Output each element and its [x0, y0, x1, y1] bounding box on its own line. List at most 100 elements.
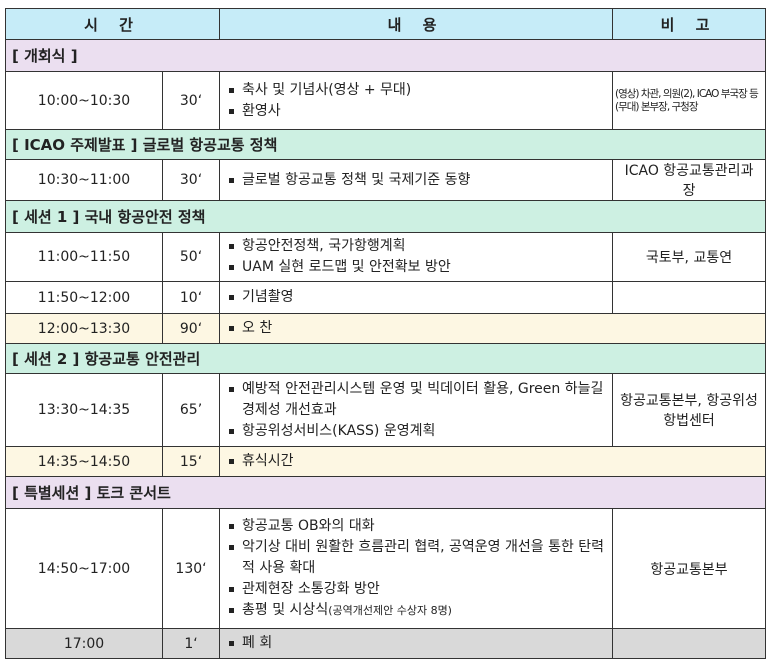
schedule-row: 10:00~10:30 30‘ 축사 및 기념사(영상 + 무대) 환영사 (영상) 차… [5, 71, 767, 130]
content-cell: 글로벌 항공교통 정책 및 국제기준 동향 [219, 159, 614, 201]
header-row: 시 간 내 용 비 고 [4, 8, 767, 40]
section-row: [ 세션 2 ] 항공교통 안전관리 [4, 343, 767, 374]
note-text: ICAO 항공교통관리과장 [624, 163, 754, 199]
time-cell: 11:50~12:00 [5, 281, 163, 314]
content-list: 오 찬 [226, 318, 759, 339]
content-item: 휴식시간 [226, 451, 759, 472]
content-item-text: 항공위성서비스(KASS) 운영계획 [242, 422, 436, 439]
duration-cell: 30‘ [161, 159, 221, 201]
header-content: 내 용 [219, 8, 614, 40]
content-item: 환영사 [226, 101, 606, 122]
content-item: 항공안전정책, 국가항행계획 [226, 236, 606, 257]
schedule-row: 14:35~14:50 15‘ 휴식시간 [5, 446, 767, 477]
content-list: 휴식시간 [226, 451, 759, 472]
content-item: 항공위성서비스(KASS) 운영계획 [226, 421, 606, 442]
duration-cell: 65’ [161, 373, 221, 447]
content-item-text: 환영사 [242, 102, 281, 119]
content-item: 오 찬 [226, 318, 759, 339]
note-cell: 항공교통본부 [612, 508, 767, 629]
content-list: 글로벌 항공교통 정책 및 국제기준 동향 [226, 170, 606, 191]
content-cell: 휴식시간 [219, 446, 767, 477]
note-cell: 국토부, 교통연 [612, 232, 767, 282]
schedule-row: 10:30~11:00 30‘ 글로벌 항공교통 정책 및 국제기준 동향 ICAO … [5, 159, 767, 201]
content-cell: 기념촬영 [219, 281, 614, 314]
schedule-row: 13:30~14:35 65’ 예방적 안전관리시스템 운영 및 빅데이터 활용, … [5, 373, 767, 447]
section-row: [ 특별세션 ] 토크 콘서트 [4, 476, 767, 509]
time-cell: 13:30~14:35 [5, 373, 163, 447]
section-title: [ 특별세션 ] 토크 콘서트 [4, 476, 767, 509]
duration-cell: 30‘ [161, 71, 221, 130]
note-cell [612, 281, 767, 314]
header-time: 시 간 [4, 8, 221, 40]
content-list: 축사 및 기념사(영상 + 무대) 환영사 [226, 80, 606, 122]
duration-cell: 130‘ [161, 508, 221, 629]
time-cell: 17:00 [5, 628, 163, 659]
note-cell: 항공교통본부, 항공위성항법센터 [612, 373, 767, 447]
section-title: [ 세션 1 ] 국내 항공안전 정책 [4, 200, 767, 233]
note-text: (영상) 차관, 의원(2), ICAO 부국장 등 [615, 87, 759, 100]
content-item-text: 항공교통 OB와의 대화 [242, 518, 375, 534]
content-item: 폐 회 [226, 633, 606, 654]
content-item: 관제현장 소통강화 방안 [226, 579, 606, 600]
time-cell: 14:35~14:50 [5, 446, 163, 477]
content-item-text: 예방적 안전관리시스템 운영 및 빅데이터 활용, Green 하늘길 경제성 … [242, 380, 604, 418]
section-row: [ 세션 1 ] 국내 항공안전 정책 [4, 200, 767, 233]
note-text: 항공교통본부 [650, 561, 728, 578]
note-cell [612, 628, 767, 659]
section-title: [ ICAO 주제발표 ] 글로벌 항공교통 정책 [4, 129, 767, 160]
content-item-text: 항공안전정책, 국가항행계획 [242, 238, 406, 254]
schedule-row: 17:00 1‘ 폐 회 [5, 628, 767, 659]
content-item-text: 폐 회 [242, 635, 273, 651]
time-cell: 12:00~13:30 [5, 313, 163, 344]
content-cell: 축사 및 기념사(영상 + 무대) 환영사 [219, 71, 614, 130]
content-item: 총평 및 시상식(공역개선제안 수상자 8명) [226, 600, 606, 621]
duration-cell: 50‘ [161, 232, 221, 282]
duration-cell: 90‘ [161, 313, 221, 344]
note-cell: ICAO 항공교통관리과장 [612, 159, 767, 201]
content-item: UAM 실현 로드맵 및 안전확보 방안 [226, 257, 606, 278]
content-item-text: 오 찬 [242, 320, 273, 336]
header-note: 비 고 [612, 8, 767, 40]
content-item-text: 글로벌 항공교통 정책 및 국제기준 동향 [242, 171, 471, 188]
schedule-row: 14:50~17:00 130‘ 항공교통 OB와의 대화 악기상 대비 원활한 흐름… [5, 508, 767, 629]
note-text: 항공교통본부, 항공위성항법센터 [620, 393, 758, 429]
note-cell: (영상) 차관, 의원(2), ICAO 부국장 등 (무대) 본부장, 구청장 [612, 71, 767, 130]
note-text: 국토부, 교통연 [645, 250, 733, 266]
content-item: 항공교통 OB와의 대화 [226, 516, 606, 537]
schedule-row: 11:50~12:00 10‘ 기념촬영 [5, 281, 767, 314]
section-title: [ 개회식 ] [4, 39, 767, 72]
content-list: 기념촬영 [226, 287, 606, 308]
content-cell: 항공안전정책, 국가항행계획 UAM 실현 로드맵 및 안전확보 방안 [219, 232, 614, 282]
content-item-text: 축사 및 기념사(영상 + 무대) [242, 81, 412, 98]
content-cell: 폐 회 [219, 628, 614, 659]
section-title: [ 세션 2 ] 항공교통 안전관리 [4, 343, 767, 374]
content-item-text: UAM 실현 로드맵 및 안전확보 방안 [242, 259, 451, 275]
time-cell: 10:30~11:00 [5, 159, 163, 201]
section-row: [ ICAO 주제발표 ] 글로벌 항공교통 정책 [4, 129, 767, 160]
content-item: 예방적 안전관리시스템 운영 및 빅데이터 활용, Green 하늘길 경제성 … [226, 379, 606, 421]
content-item-text: 관제현장 소통강화 방안 [242, 581, 380, 597]
content-item-text: 휴식시간 [242, 453, 294, 469]
content-item: 악기상 대비 원활한 흐름관리 협력, 공역운영 개선을 통한 탄력적 사용 확… [226, 537, 606, 579]
content-item-text: 총평 및 시상식 [242, 602, 329, 618]
duration-cell: 1‘ [161, 628, 221, 659]
section-row: [ 개회식 ] [4, 39, 767, 72]
schedule-table: 시 간 내 용 비 고 [ 개회식 ] 10:00~10:30 30‘ 축사 및 기념… [4, 8, 767, 659]
content-cell: 오 찬 [219, 313, 767, 344]
content-item-note: (공역개선제안 수상자 8명) [328, 604, 452, 617]
content-item-text: 악기상 대비 원활한 흐름관리 협력, 공역운영 개선을 통한 탄력적 사용 확… [242, 539, 605, 576]
content-item: 축사 및 기념사(영상 + 무대) [226, 80, 606, 101]
schedule-row: 12:00~13:30 90‘ 오 찬 [5, 313, 767, 344]
time-cell: 11:00~11:50 [5, 232, 163, 282]
note-text: (무대) 본부장, 구청장 [615, 100, 699, 113]
content-cell: 예방적 안전관리시스템 운영 및 빅데이터 활용, Green 하늘길 경제성 … [219, 373, 614, 447]
duration-cell: 10‘ [161, 281, 221, 314]
content-item-text: 기념촬영 [242, 289, 294, 305]
content-item: 글로벌 항공교통 정책 및 국제기준 동향 [226, 170, 606, 191]
content-list: 항공안전정책, 국가항행계획 UAM 실현 로드맵 및 안전확보 방안 [226, 236, 606, 278]
time-cell: 14:50~17:00 [5, 508, 163, 629]
content-item: 기념촬영 [226, 287, 606, 308]
content-list: 폐 회 [226, 633, 606, 654]
